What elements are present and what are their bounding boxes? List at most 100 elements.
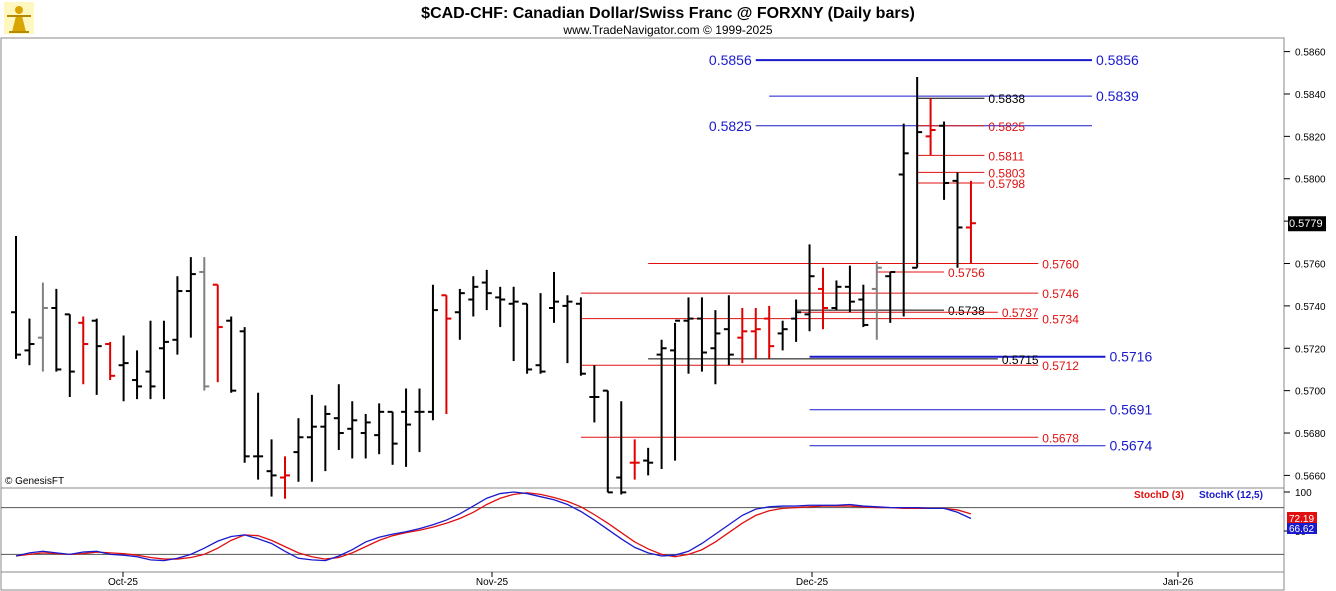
ohlc-bar-19 (266, 439, 277, 497)
level-label-14: 0.5734 (1042, 313, 1079, 327)
level-label-1: 0.5856 (709, 52, 752, 68)
ohlc-bar-48 (656, 339, 667, 470)
ohlc-bar-14 (199, 257, 210, 391)
ohlc-bar-66 (898, 123, 909, 317)
y-tick-label-3: 0.5720 (1295, 344, 1326, 355)
ohlc-bar-33 (454, 288, 465, 340)
ohlc-bar-46 (629, 439, 640, 480)
ohlc-bar-5 (78, 316, 89, 385)
level-label-6: 0.5811 (988, 149, 1024, 163)
y-tick-label-5: 0.5760 (1295, 260, 1326, 271)
ohlc-bar-25 (347, 401, 358, 459)
stoch-last-values: 72.19 66.62 (1287, 512, 1317, 535)
ohlc-bar-61 (831, 280, 842, 311)
level-label-12: 0.5738 (948, 304, 985, 318)
ohlc-bar-26 (360, 413, 371, 459)
level-label-10: 0.5756 (948, 266, 985, 280)
stoch-series-1 (15, 491, 972, 562)
stoch-d-legend: StochD (3) (1134, 490, 1184, 501)
ohlc-bar-57 (777, 320, 788, 351)
ohlc-bar-31 (427, 284, 438, 421)
level-label-0: 0.5856 (1096, 52, 1139, 68)
ohlc-bar-13 (185, 257, 196, 338)
level-label-2: 0.5839 (1096, 88, 1139, 104)
ohlc-bar-24 (333, 384, 344, 450)
ohlc-bar-62 (844, 265, 855, 313)
ohlc-bar-8 (118, 335, 129, 402)
y-tick-label-1: 0.5680 (1295, 429, 1326, 440)
ohlc-bar-0 (11, 235, 21, 359)
ohlc-bar-36 (495, 286, 506, 328)
ohlc-bar-30 (414, 388, 425, 453)
ohlc-bar-16 (226, 316, 237, 393)
level-label-15: 0.5716 (1109, 349, 1152, 365)
price-panel-frame (0, 37, 1285, 489)
ohlc-bar-23 (320, 405, 331, 472)
ohlc-bar-49 (670, 319, 681, 461)
y-tick-label-2: 0.5700 (1295, 387, 1326, 398)
ohlc-bar-15 (212, 283, 223, 383)
level-label-5: 0.5825 (988, 120, 1025, 134)
ohlc-bar-40 (549, 271, 559, 323)
ohlc-bar-59 (804, 244, 815, 332)
level-label-7: 0.5803 (988, 166, 1025, 180)
price-levels: 0.5856 0.5856 0.5839 0.5838 0.5825 0.5825 0.58… (580, 52, 1152, 454)
ohlc-bar-10 (145, 320, 156, 400)
ohlc-bar-56 (764, 305, 775, 359)
ohlc-bar-50 (683, 297, 694, 374)
ohlc-bar-70 (952, 172, 963, 268)
level-label-11: 0.5746 (1042, 287, 1079, 301)
ohlc-bar-58 (791, 299, 802, 342)
ohlc-bar-4 (64, 313, 75, 397)
ohlc-bar-9 (132, 350, 143, 400)
ohlc-bar-43 (589, 365, 600, 423)
x-tick-label-0: Oct-25 (108, 577, 138, 588)
level-label-4: 0.5825 (709, 118, 752, 134)
ohlc-bar-17 (239, 327, 250, 463)
time-axis: Oct-25 Nov-25 Dec-25 Jan-26 (108, 572, 1194, 588)
ohlc-bar-47 (643, 447, 654, 476)
y-tick-label-8: 0.5820 (1295, 132, 1326, 143)
stochastic-panel-frame (0, 487, 1285, 573)
y-tick-label-4: 0.5740 (1295, 302, 1326, 313)
ohlc-bar-60 (818, 267, 828, 330)
ohlc-bar-12 (172, 276, 183, 355)
ohlc-bar-18 (253, 392, 264, 480)
chart-title: $CAD-CHF: Canadian Dollar/Swiss Franc @ … (421, 5, 915, 22)
ohlc-bar-54 (737, 308, 748, 364)
level-label-3: 0.5838 (988, 92, 1025, 106)
y-tick-label-10: 0.5860 (1295, 48, 1326, 59)
ohlc-bar-35 (481, 269, 492, 311)
ohlc-bar-63 (858, 284, 869, 328)
ohlc-bar-39 (535, 293, 546, 374)
stoch-tick-label-1: 100 (1295, 488, 1312, 499)
ohlc-bar-7 (105, 341, 116, 381)
ohlc-bar-3 (51, 288, 62, 372)
trader-figure-icon (4, 2, 34, 34)
x-tick-label-2: Dec-25 (796, 577, 829, 588)
x-tick-label-3: Jan-26 (1163, 577, 1194, 588)
chart-subtitle: www.TradeNavigator.com © 1999-2025 (562, 23, 772, 37)
ohlc-bar-69 (939, 121, 950, 200)
level-label-17: 0.5712 (1042, 359, 1079, 373)
ohlc-bar-51 (696, 297, 707, 372)
ohlc-bar-65 (885, 270, 896, 323)
y-tick-label-7: 0.5800 (1295, 175, 1326, 186)
level-label-16: 0.5715 (1002, 353, 1039, 367)
ohlc-bar-28 (387, 410, 398, 465)
level-label-20: 0.5674 (1109, 438, 1152, 454)
ohlc-bar-68 (925, 98, 936, 156)
ohlc-bar-29 (401, 388, 412, 467)
level-label-13: 0.5737 (1002, 306, 1039, 320)
ohlc-bar-34 (468, 276, 479, 317)
ohlc-bar-22 (306, 394, 317, 482)
ohlc-bar-38 (522, 302, 533, 374)
stoch-d-last: 72.19 (1289, 514, 1314, 525)
ohlc-bar-44 (602, 389, 613, 494)
ohlc-bar-67 (912, 77, 923, 269)
ohlc-bar-71 (965, 180, 976, 264)
y-tick-label-0: 0.5660 (1295, 471, 1326, 482)
price-axis: 0.5660 0.5680 0.5700 0.5720 0.5740 0.5760 0.57… (1284, 48, 1326, 482)
watermark: © GenesisFT (5, 476, 64, 487)
